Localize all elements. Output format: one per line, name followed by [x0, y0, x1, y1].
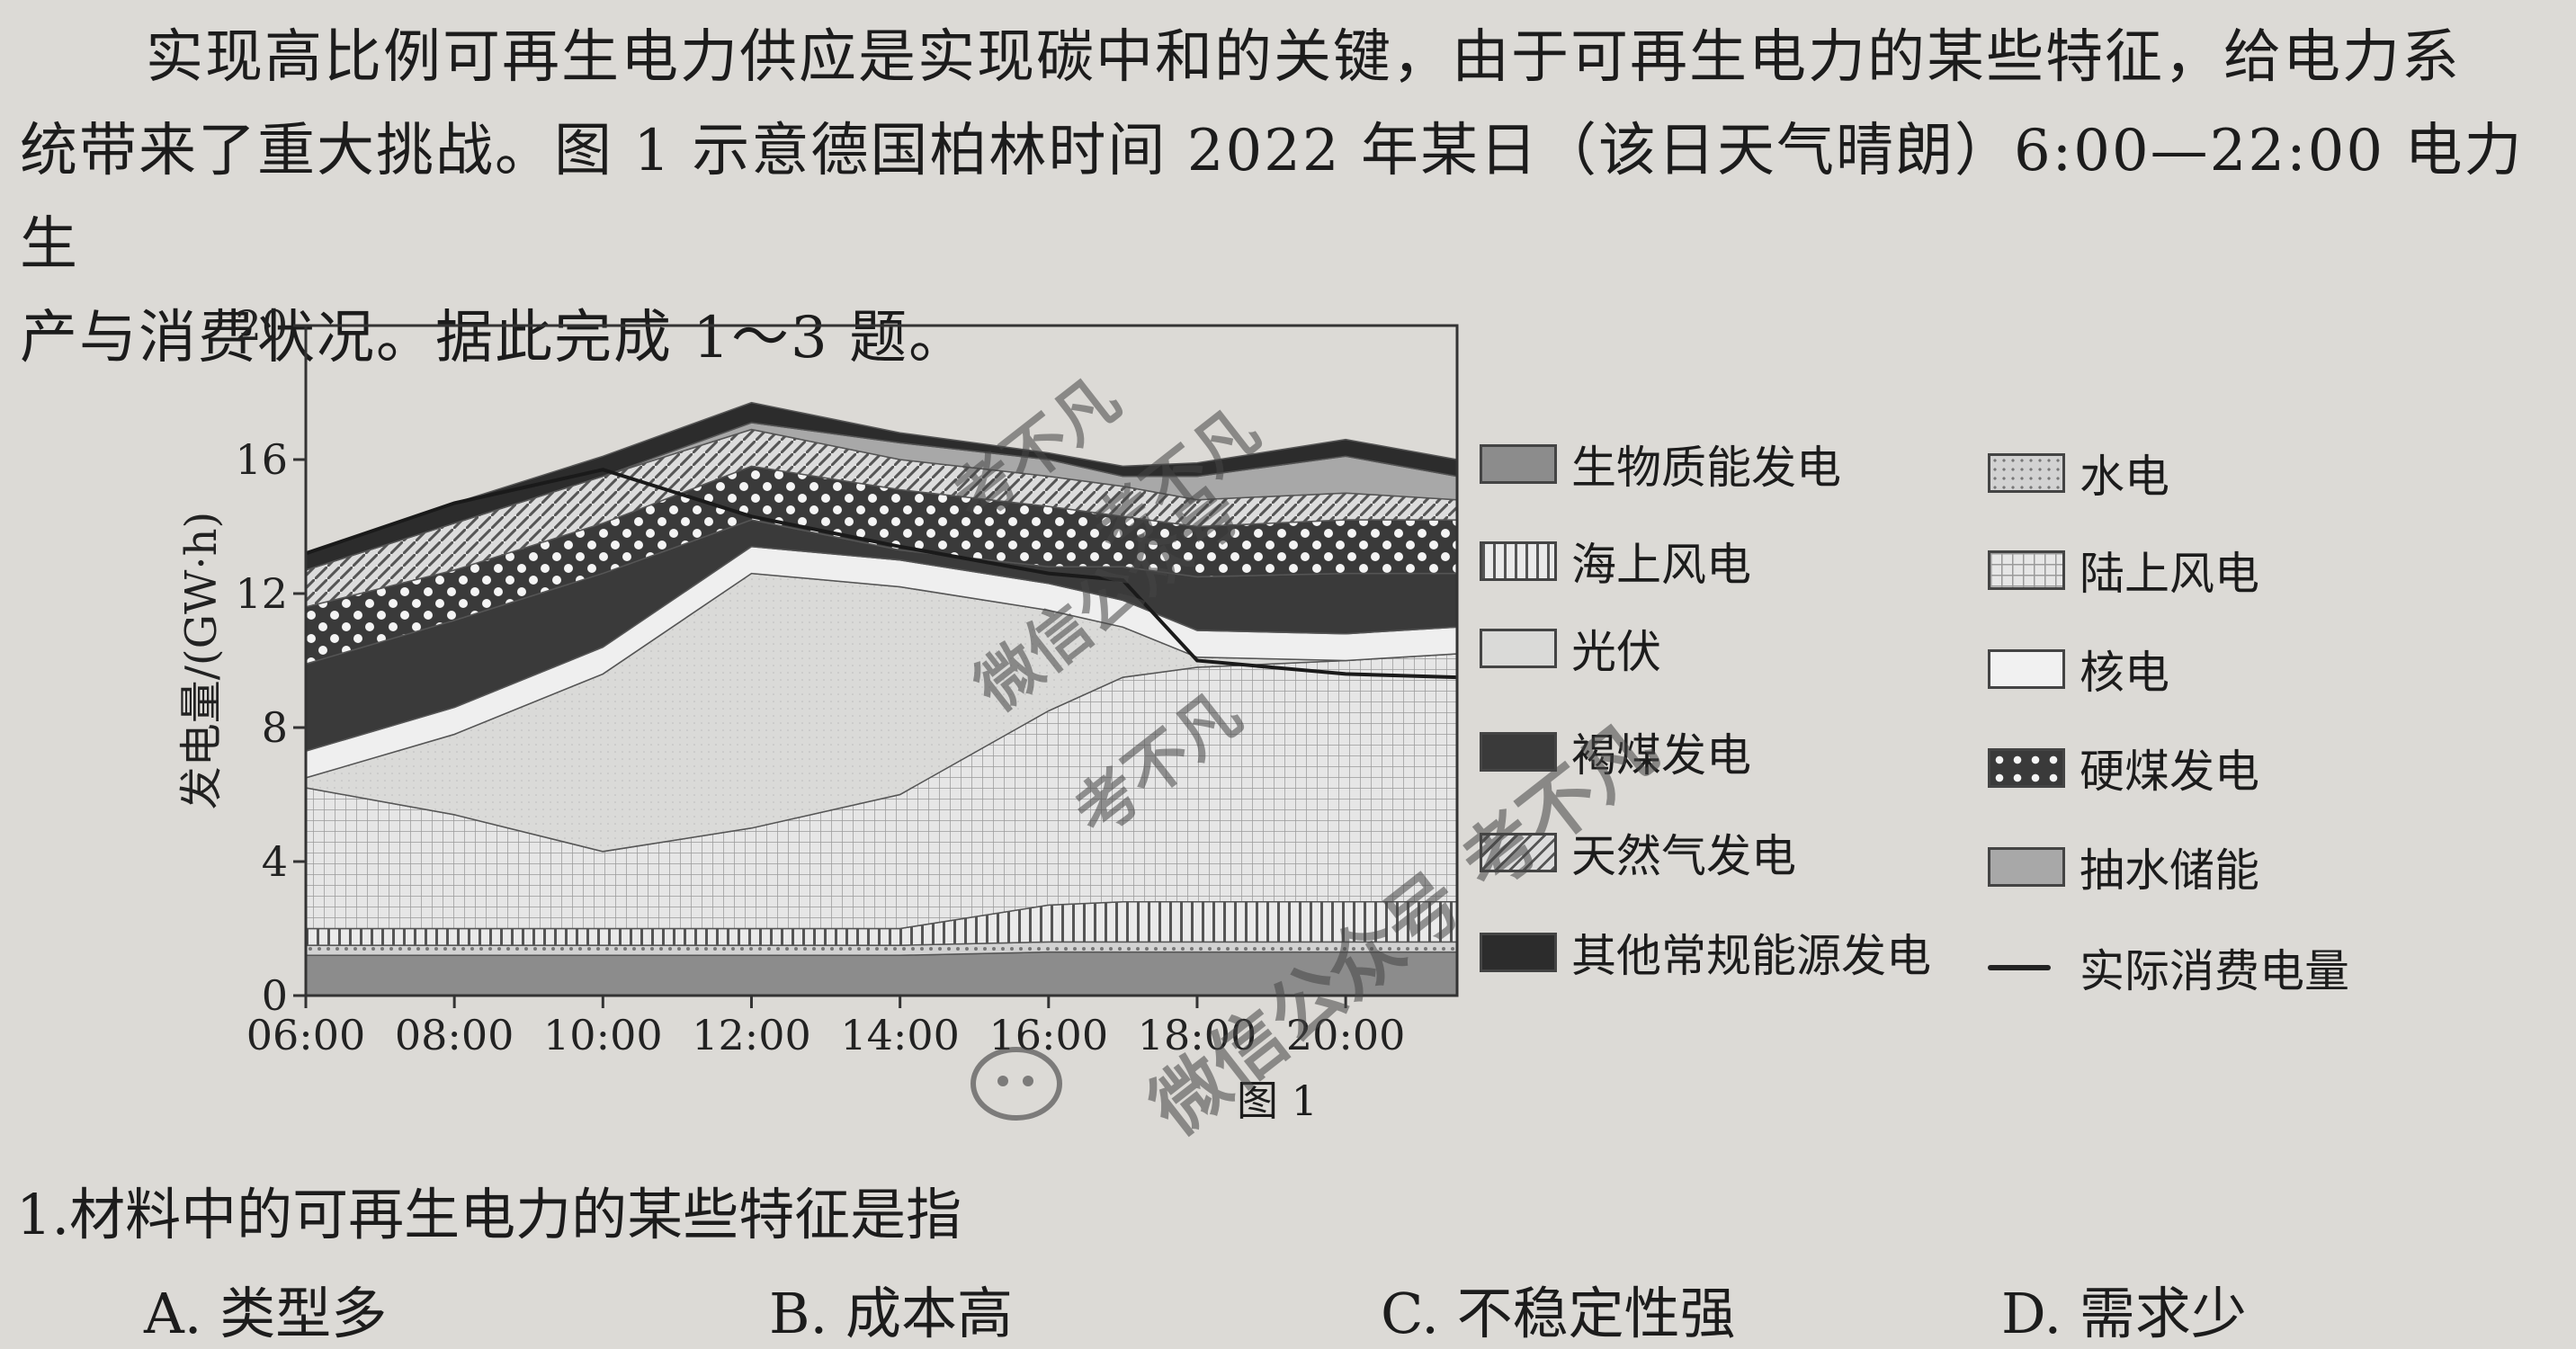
- legend-item-lignite: 褐煤发电: [1480, 719, 1751, 784]
- option-a[interactable]: A. 类型多: [144, 1281, 388, 1346]
- legend-label-lignite: 褐煤发电: [1571, 729, 1751, 782]
- legend-item-offshore-wind: 海上风电: [1480, 529, 1751, 594]
- legend-swatch-offshore-wind: [1480, 541, 1557, 581]
- legend-item-solar: 光伏: [1480, 616, 1661, 681]
- y-tick-label-1: 4: [262, 837, 288, 886]
- legend-swatch-hydro: [1988, 453, 2065, 493]
- legend-label-other-conventional: 其他常规能源发电: [1571, 930, 1931, 982]
- intro-paragraph: 实现高比例可再生电力供应是实现碳中和的关键，由于可再生电力的某些特征，给电力系统…: [20, 11, 2538, 385]
- legend-label-nuclear: 核电: [2080, 647, 2169, 699]
- legend-label-offshore-wind: 海上风电: [1571, 539, 1751, 591]
- x-tick-label-2: 10:00: [543, 1011, 663, 1059]
- legend-swatch-pumped-storage: [1988, 847, 2065, 887]
- consumption-line: [305, 468, 1458, 680]
- wechat-logo-icon: [970, 1047, 1062, 1121]
- legend-swatch-biomass: [1480, 444, 1557, 484]
- x-tick-label-4: 14:00: [840, 1011, 960, 1059]
- x-tick-label-1: 08:00: [395, 1011, 514, 1059]
- legend-item-biomass: 生物质能发电: [1480, 432, 1841, 496]
- legend-label-hard-coal: 硬煤发电: [2080, 746, 2259, 798]
- legend-item-other-conventional: 其他常规能源发电: [1480, 920, 1931, 985]
- legend-item-natural-gas: 天然气发电: [1480, 820, 1796, 885]
- x-tick-label-3: 12:00: [692, 1011, 811, 1059]
- legend-swatch-natural-gas: [1480, 833, 1557, 872]
- legend-swatch-lignite: [1480, 732, 1557, 772]
- y-tick-label-4: 16: [235, 435, 288, 484]
- x-tick-label-7: 20:00: [1286, 1011, 1406, 1059]
- legend-item-onshore-wind: 陆上风电: [1988, 538, 2259, 603]
- legend-item-hard-coal: 硬煤发电: [1988, 736, 2259, 800]
- y-tick-label-0: 0: [262, 971, 288, 1020]
- y-tick-label-2: 8: [262, 703, 288, 752]
- plot-frame: [304, 324, 1459, 997]
- legend-item-nuclear: 核电: [1988, 637, 2169, 701]
- intro-line-3: 产与消费状况。据此完成 1～3 题。: [20, 305, 969, 371]
- legend-label-consumption: 实际消费电量: [2080, 945, 2349, 997]
- option-c[interactable]: C. 不稳定性强: [1381, 1281, 1736, 1346]
- legend-item-pumped-storage: 抽水储能: [1988, 835, 2259, 899]
- option-d[interactable]: D. 需求少: [2001, 1281, 2247, 1346]
- intro-line-1: 实现高比例可再生电力供应是实现碳中和的关键，由于可再生电力的某些特征，给电力系: [146, 24, 2461, 91]
- legend-swatch-solar: [1480, 629, 1557, 668]
- intro-line-2: 统带来了重大挑战。图 1 示意德国柏林时间 2022 年某日（该日天气晴朗）6:…: [20, 118, 2524, 278]
- question-stem: 1.材料中的可再生电力的某些特征是指: [16, 1182, 962, 1247]
- x-tick-label-0: 06:00: [246, 1011, 366, 1059]
- legend-label-hydro: 水电: [2080, 451, 2169, 503]
- figure-caption: 图 1: [1237, 1077, 1318, 1125]
- y-tick-label-5: 20: [235, 301, 288, 350]
- option-b[interactable]: B. 成本高: [769, 1281, 1013, 1346]
- legend-item-consumption: 实际消费电量: [1988, 935, 2349, 1000]
- y-axis-label: 发电量/(GW·h): [176, 512, 227, 809]
- x-tick-label-6: 18:00: [1138, 1011, 1257, 1059]
- legend-label-onshore-wind: 陆上风电: [2080, 548, 2259, 600]
- legend-swatch-other-conventional: [1480, 933, 1557, 972]
- chart-legend: 生物质能发电 水电 海上风电 陆上风电 光伏 核电 褐煤发电 硬煤发电 天然气发…: [1480, 432, 2559, 1025]
- legend-label-natural-gas: 天然气发电: [1571, 830, 1796, 882]
- legend-swatch-nuclear: [1988, 649, 2065, 689]
- legend-label-pumped-storage: 抽水储能: [2080, 844, 2259, 897]
- y-tick-label-3: 12: [235, 569, 288, 618]
- legend-label-solar: 光伏: [1571, 626, 1661, 678]
- legend-item-hydro: 水电: [1988, 441, 2169, 505]
- legend-swatch-hard-coal: [1988, 748, 2065, 788]
- legend-swatch-consumption: [1988, 948, 2065, 987]
- legend-swatch-onshore-wind: [1988, 550, 2065, 590]
- legend-label-biomass: 生物质能发电: [1571, 442, 1841, 494]
